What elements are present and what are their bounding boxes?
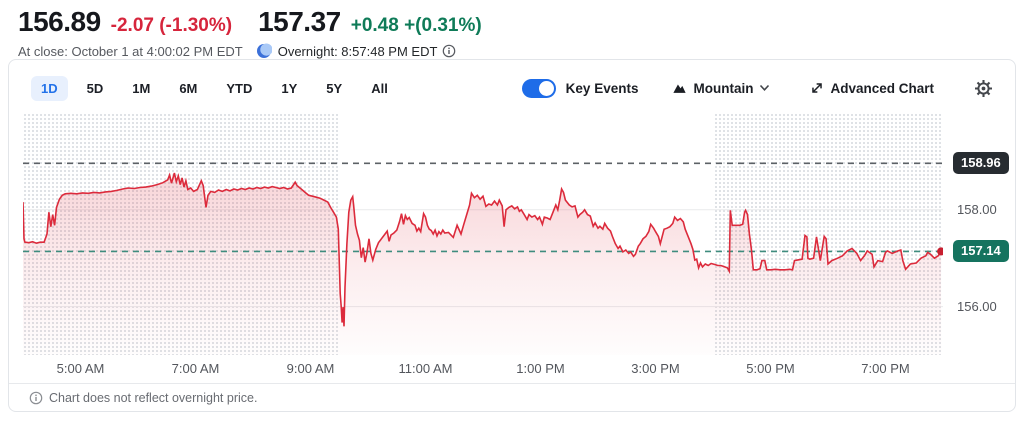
range-tab-5y[interactable]: 5Y (316, 76, 352, 101)
x-tick-label: 11:00 AM (398, 361, 453, 376)
last-price-badge: 157.14 (953, 240, 1009, 263)
footnote-text: Chart does not reflect overnight price. (49, 390, 258, 405)
gear-icon[interactable] (974, 79, 993, 98)
previous-close-badge: 158.96 (953, 152, 1009, 175)
overnight-note: Overnight: 8:57:48 PM EDT (277, 43, 438, 59)
y-tick-label: 158.00 (957, 201, 997, 217)
price-chart-svg (23, 162, 943, 355)
range-tab-all[interactable]: All (361, 76, 398, 101)
price-chart[interactable] (23, 113, 943, 355)
price-line (23, 172, 942, 327)
info-icon[interactable] (442, 44, 456, 58)
advanced-chart-label: Advanced Chart (830, 80, 934, 96)
x-tick-label: 7:00 PM (861, 361, 910, 376)
overnight-price: 157.37 (258, 6, 341, 37)
key-events-label: Key Events (565, 80, 639, 96)
mountain-icon (673, 84, 687, 93)
expand-diagonal-icon (812, 83, 823, 93)
range-tabs: 1D 5D 1M 6M YTD 1Y 5Y All (31, 75, 398, 101)
x-tick-label: 5:00 PM (746, 361, 795, 376)
last-price-dot (937, 247, 943, 256)
y-tick-label: 156.00 (957, 298, 997, 314)
chart-type-select[interactable]: Mountain (672, 81, 770, 96)
moon-icon (256, 43, 272, 58)
range-tab-1y[interactable]: 1Y (271, 76, 307, 101)
close-change: -2.07 (-1.30%) (110, 15, 233, 36)
chart-type-label: Mountain (693, 80, 754, 96)
at-close-note: At close: October 1 at 4:00:02 PM EDT (18, 43, 243, 59)
advanced-chart-button[interactable]: Advanced Chart (810, 81, 934, 96)
x-tick-label: 1:00 PM (516, 361, 565, 376)
range-tab-ytd[interactable]: YTD (216, 76, 262, 101)
x-tick-label: 9:00 AM (286, 361, 335, 376)
chart-toolbar: 1D 5D 1M 6M YTD 1Y 5Y All Key Events Mountain (9, 72, 1015, 104)
range-tab-1d[interactable]: 1D (31, 75, 68, 101)
quote-header: 156.89 -2.07 (-1.30%) 157.37 +0.48 +(0.3… (0, 0, 1024, 59)
close-price: 156.89 (18, 6, 101, 37)
range-tab-5d[interactable]: 5D (77, 76, 114, 101)
info-icon (29, 391, 43, 404)
overnight-change: +0.48 +(0.31%) (350, 15, 482, 36)
toggle-knob (538, 80, 554, 96)
chart-card: 1D 5D 1M 6M YTD 1Y 5Y All Key Events Mountain (8, 59, 1016, 412)
range-tab-6m[interactable]: 6M (169, 76, 207, 101)
key-events-toggle[interactable] (521, 78, 556, 98)
x-tick-label: 3:00 PM (631, 361, 680, 376)
range-tab-1m[interactable]: 1M (122, 76, 160, 101)
chart-footnote: Chart does not reflect overnight price. (9, 383, 1015, 411)
x-tick-label: 5:00 AM (56, 361, 105, 376)
x-tick-label: 7:00 AM (171, 361, 220, 376)
price-area-fill (23, 173, 942, 355)
chevron-down-icon (760, 84, 770, 91)
